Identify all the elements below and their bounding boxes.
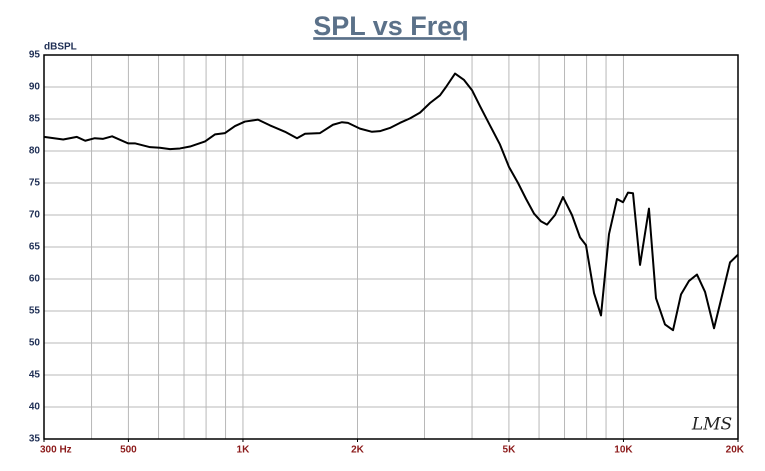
chart-title: SPL vs Freq bbox=[313, 11, 469, 41]
y-tick-label: 60 bbox=[29, 274, 41, 285]
x-tick-label: 300 Hz bbox=[40, 445, 72, 456]
y-axis-label: dBSPL bbox=[44, 42, 77, 53]
y-tick-label: 70 bbox=[29, 210, 41, 221]
y-tick-label: 75 bbox=[29, 178, 41, 189]
y-tick-label: 85 bbox=[29, 114, 41, 125]
spl-line bbox=[43, 72, 739, 332]
x-tick-label: 20K bbox=[726, 445, 745, 456]
y-tick-label: 35 bbox=[29, 434, 41, 445]
y-tick-label: 90 bbox=[29, 82, 41, 93]
y-tick-label: 50 bbox=[29, 338, 41, 349]
y-tick-label: 95 bbox=[29, 50, 41, 61]
plot-frame bbox=[43, 54, 739, 440]
x-tick-label: 5K bbox=[503, 445, 517, 456]
y-tick-label: 40 bbox=[29, 402, 41, 413]
watermark: LMS bbox=[691, 415, 732, 435]
x-tick-label: 500 bbox=[120, 445, 137, 456]
y-tick-label: 65 bbox=[29, 242, 41, 253]
x-tick-label: 1K bbox=[237, 445, 251, 456]
x-tick-label: 10K bbox=[614, 445, 633, 456]
y-tick-label: 55 bbox=[29, 306, 41, 317]
x-tick-label: 2K bbox=[351, 445, 365, 456]
y-tick-label: 45 bbox=[29, 370, 41, 381]
y-tick-label: 80 bbox=[29, 146, 41, 157]
